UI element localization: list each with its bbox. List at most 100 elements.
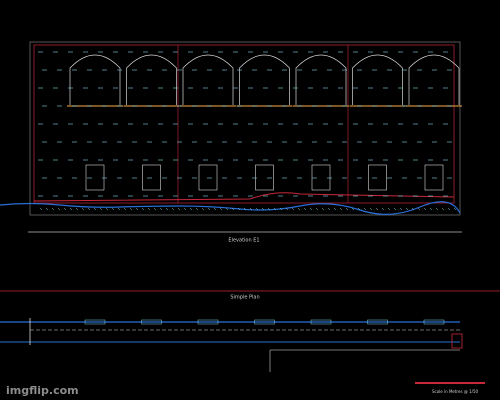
- hatch-mark: [153, 207, 157, 211]
- door: [142, 164, 161, 191]
- door: [424, 164, 444, 191]
- hatch-mark: [423, 207, 427, 211]
- hatch-mark: [123, 207, 127, 211]
- plan-opening: [310, 319, 332, 325]
- plan-opening: [141, 319, 162, 325]
- hatch-mark: [207, 207, 211, 211]
- hatch-mark: [429, 207, 433, 211]
- elevation-outline: [29, 41, 461, 216]
- hatch-mark: [453, 207, 457, 211]
- hatch-mark: [387, 207, 391, 211]
- hatch-mark: [183, 207, 187, 211]
- hatch-mark: [261, 207, 265, 211]
- hatch-mark: [309, 207, 313, 211]
- hatch-mark: [141, 207, 145, 211]
- hatch-mark: [87, 207, 91, 211]
- hatch-mark: [369, 207, 373, 211]
- hatch-mark: [297, 207, 301, 211]
- hatch-mark: [105, 207, 109, 211]
- hatch-mark: [249, 207, 253, 211]
- elevation-label: Elevation E1: [228, 238, 259, 244]
- hatch-mark: [381, 207, 385, 211]
- hatch-mark: [435, 207, 439, 211]
- hatch-mark: [327, 207, 331, 211]
- arch: [126, 54, 177, 105]
- red-ground-line: [33, 192, 455, 202]
- watermark: imgflip.com: [6, 384, 79, 397]
- hatch-mark: [177, 207, 181, 211]
- arch: [182, 54, 234, 105]
- hatch-mark: [135, 207, 139, 211]
- door: [85, 164, 105, 191]
- elevation: Elevation E1: [0, 41, 462, 244]
- plan-label: Simple Plan: [230, 295, 259, 301]
- plan-opening: [197, 319, 219, 325]
- hatch-mark: [189, 207, 193, 211]
- hatch-mark: [363, 207, 367, 211]
- hatch-mark: [159, 207, 163, 211]
- door: [198, 164, 218, 191]
- hatch-mark: [243, 207, 247, 211]
- hatch-mark: [147, 207, 151, 211]
- hatch-mark: [45, 207, 49, 211]
- hatch-mark: [351, 207, 355, 211]
- hatch-mark: [225, 207, 229, 211]
- door: [368, 164, 387, 191]
- hatch-mark: [417, 207, 421, 211]
- arch: [239, 54, 290, 105]
- hatch-mark: [285, 207, 289, 211]
- hatch-mark: [303, 207, 307, 211]
- hatch-mark: [51, 207, 55, 211]
- ground-line: [0, 201, 461, 215]
- hatch-mark: [441, 207, 445, 211]
- hatch-mark: [63, 207, 67, 211]
- plan-opening: [423, 319, 445, 325]
- hatch-mark: [117, 207, 121, 211]
- hatch-mark: [411, 207, 415, 211]
- hatch-mark: [333, 207, 337, 211]
- hatch-mark: [171, 207, 175, 211]
- hatch-mark: [81, 207, 85, 211]
- hatch-mark: [99, 207, 103, 211]
- arch: [408, 54, 460, 105]
- hatch-mark: [165, 207, 169, 211]
- arch: [295, 54, 347, 105]
- hatch-mark: [93, 207, 97, 211]
- hatch-mark: [219, 207, 223, 211]
- hatch-mark: [399, 207, 403, 211]
- hatch-mark: [291, 207, 295, 211]
- hatch-mark: [315, 207, 319, 211]
- hatch-mark: [393, 207, 397, 211]
- hatch-mark: [129, 207, 133, 211]
- hatch-mark: [267, 207, 271, 211]
- hatch-mark: [345, 207, 349, 211]
- hatch-mark: [75, 207, 79, 211]
- hatch-mark: [375, 207, 379, 211]
- hatch-mark: [321, 207, 325, 211]
- hatch-mark: [111, 207, 115, 211]
- plan-marker: [451, 333, 463, 349]
- elevation-frame: [33, 44, 455, 204]
- hatch-mark: [195, 207, 199, 211]
- plan-opening: [254, 319, 275, 325]
- hatch-mark: [69, 207, 73, 211]
- hatch-mark: [201, 207, 205, 211]
- hatch-mark: [237, 207, 241, 211]
- scale-label: Scale in Metres @ 1/50: [432, 389, 479, 394]
- hatch-mark: [213, 207, 217, 211]
- plan-opening: [367, 319, 388, 325]
- hatch-mark: [57, 207, 61, 211]
- door: [255, 164, 274, 191]
- hatch-mark: [405, 207, 409, 211]
- hatch-mark: [39, 207, 43, 211]
- hatch-mark: [339, 207, 343, 211]
- hatch-mark: [231, 207, 235, 211]
- plan-opening: [84, 319, 106, 325]
- arch: [352, 54, 403, 105]
- door: [311, 164, 331, 191]
- hatch-mark: [255, 207, 259, 211]
- hatch-mark: [447, 207, 451, 211]
- plan: [0, 318, 463, 372]
- arch: [69, 54, 121, 105]
